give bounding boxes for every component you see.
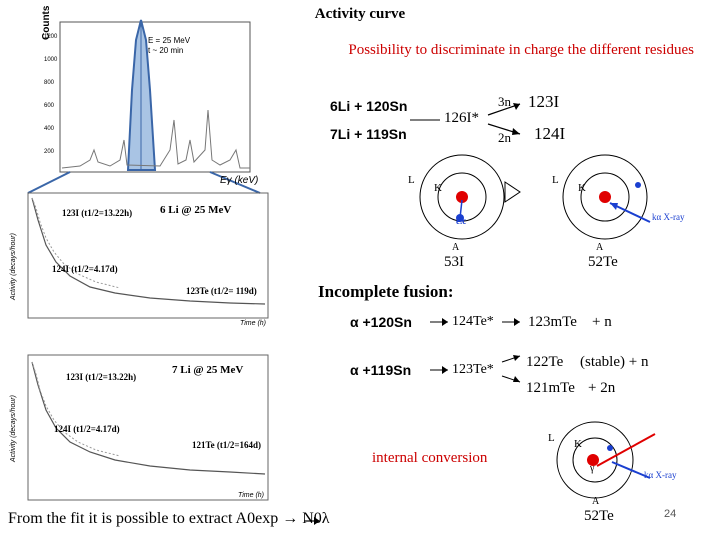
reaction-arrows (410, 103, 521, 135)
decay1-beam: 6 Li @ 25 MeV (160, 204, 232, 216)
atom3-xray-label: kα X-ray (644, 470, 677, 480)
atom2-element: 52Te (588, 254, 618, 270)
atom1-L-shell: L (408, 174, 415, 186)
fusion-row2-product: 122Te (526, 354, 564, 370)
atom1-mass: A (452, 242, 460, 253)
spectrum-ytick: 1000 (44, 57, 58, 63)
decay1-label-123I: 123I (t1/2=13.22h) (62, 208, 133, 218)
spectrum-yticks: 1200 1000 800 600 400 200 (44, 26, 57, 164)
spectrum-plot (27, 19, 261, 194)
atom3-gamma-label: γ (590, 463, 595, 474)
atom2-xray-label: kα X-ray (652, 212, 685, 222)
reaction-7Li: 7Li + 119Sn (330, 126, 407, 142)
fusion-row3-product: 121mTe (526, 380, 575, 396)
atom2-mass: A (596, 242, 604, 253)
spectrum-legend-1: E = 25 MeV (148, 36, 191, 45)
spectrum-legend-2: t ~ 20 min (148, 46, 184, 55)
fusion-row2-compound: 123Te* (452, 362, 494, 377)
fusion-row1-reaction: α +120Sn (350, 314, 412, 330)
footer-arrow (304, 517, 320, 525)
atom3-K-shell: K (574, 438, 582, 450)
spectrum-ytick: 1200 (44, 34, 58, 40)
fusion-row1-compound: 124Te* (452, 314, 494, 329)
fusion-row1-plus: + n (592, 314, 612, 330)
fusion-row1-product: 123mTe (528, 314, 577, 330)
decay-plot-1 (27, 192, 269, 319)
internal-conversion-label: internal conversion (372, 450, 488, 466)
decay1-label-123Te: 123Te (t1/2= 119d) (186, 286, 257, 296)
decay1-xlabel: Time (h) (240, 320, 266, 327)
spectrum-trace (61, 109, 250, 169)
atom-diagram-3 (556, 421, 656, 499)
decay2-beam: 7 Li @ 25 MeV (172, 364, 244, 376)
slide-subtitle: Possibility to discriminate in charge th… (348, 42, 694, 58)
atom3-L-shell: L (548, 432, 555, 444)
fusion-row2-note: (stable) + n (580, 354, 649, 370)
atom2-L-shell: L (552, 174, 559, 186)
atom-diagram-1 (419, 154, 505, 240)
atom1-K-shell: K (434, 182, 442, 194)
product-124I: 124I (534, 124, 566, 143)
decay2-xlabel: Time (h) (238, 492, 264, 499)
spectrum-ytick: 200 (44, 149, 55, 155)
decay2-label-123I: 123I (t1/2=13.22h) (66, 372, 137, 382)
branch-3n: 3n (498, 94, 511, 109)
slide-title: Activity curve (314, 6, 406, 22)
footer-text: From the fit it is possible to extract A… (8, 510, 330, 527)
branch-2n: 2n (498, 130, 511, 145)
spectrum-xlabel: Eγ (keV) (220, 175, 259, 186)
decay1-ylabel: Activity (decays/hour) (10, 233, 17, 300)
spectrum-ytick: 400 (44, 126, 55, 132)
fusion-row3-plus: + 2n (588, 380, 616, 396)
spectrum-ytick: 600 (44, 103, 55, 109)
atom2-K-shell: K (578, 182, 586, 194)
atom1-element: 53I (444, 254, 464, 270)
fusion-row2-reaction: α +119Sn (350, 362, 412, 378)
decay1-label-124I: 124I (t1/2=4.17d) (52, 264, 118, 274)
decay2-label-121Te: 121Te (t1/2=164d) (192, 440, 262, 450)
decay2-ylabel: Activity (decays/hour) (10, 395, 17, 462)
compound-126I: 126I* (444, 110, 479, 126)
atom1-ec-label: e.c (456, 216, 467, 226)
page-number: 24 (664, 508, 677, 520)
spectrum-ytick: 800 (44, 80, 55, 86)
decay-plot-2 (27, 354, 269, 501)
atom-diagram-2 (562, 154, 651, 240)
atom3-element: 52Te (584, 508, 614, 524)
incomplete-fusion-heading: Incomplete fusion: (318, 282, 454, 301)
atom3-mass: A (592, 496, 600, 507)
reaction-6Li: 6Li + 120Sn (330, 98, 408, 114)
decay2-label-124I: 124I (t1/2=4.17d) (54, 424, 120, 434)
product-123I: 123I (528, 92, 560, 111)
fusion-arrows (430, 318, 521, 383)
